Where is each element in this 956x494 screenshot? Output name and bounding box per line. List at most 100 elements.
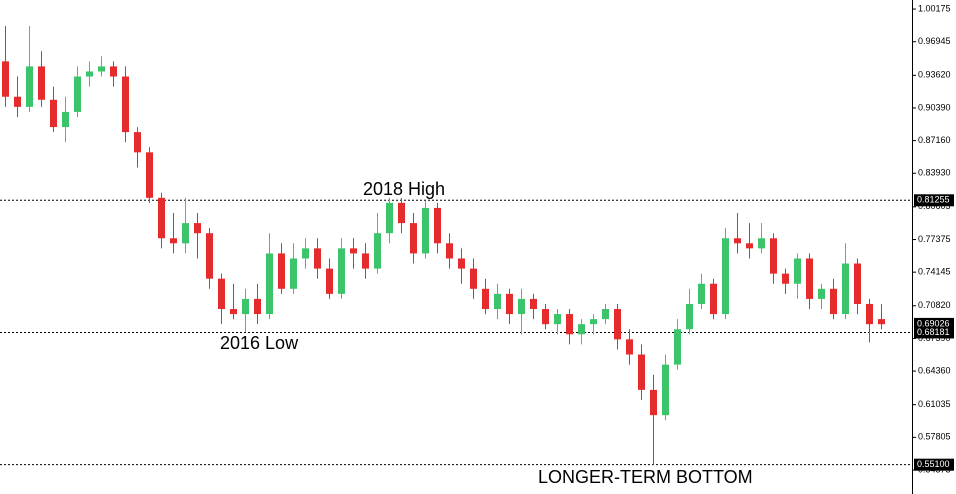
candle-body bbox=[74, 76, 81, 112]
candle-layer bbox=[2, 25, 885, 465]
candle-body bbox=[38, 66, 45, 100]
candle-body bbox=[662, 364, 669, 416]
y-tick-label: 0.83930 bbox=[918, 168, 951, 178]
candle-body bbox=[878, 319, 885, 325]
y-tick-label: 0.61035 bbox=[918, 399, 951, 409]
candle-body bbox=[482, 288, 489, 310]
candle-body bbox=[374, 233, 381, 269]
candle-body bbox=[398, 202, 405, 224]
candle-body bbox=[446, 243, 453, 259]
candle-body bbox=[350, 248, 357, 254]
y-tick-label: 0.57805 bbox=[918, 432, 951, 442]
candle-body bbox=[686, 303, 693, 330]
candle-body bbox=[386, 202, 393, 234]
annotation: 2016 Low bbox=[220, 333, 299, 353]
candle-body bbox=[194, 223, 201, 234]
candle-body bbox=[470, 268, 477, 289]
candle-body bbox=[458, 258, 465, 269]
level-layer bbox=[0, 199, 912, 466]
candle-body bbox=[422, 207, 429, 254]
axis-layer: 1.00175 0.96945 0.93620 0.90390 0.87160 0.839… bbox=[912, 3, 954, 474]
candle-body bbox=[806, 258, 813, 299]
candle-body bbox=[698, 283, 705, 304]
candle-body bbox=[158, 197, 165, 239]
candle-body bbox=[542, 309, 549, 325]
candle-body bbox=[290, 258, 297, 289]
candle-body bbox=[2, 61, 9, 97]
candle-body bbox=[506, 293, 513, 315]
candle-body bbox=[98, 66, 105, 72]
level-label: 0.68181 bbox=[917, 327, 950, 337]
candle-body bbox=[14, 96, 21, 107]
candle-body bbox=[26, 66, 33, 107]
candle-body bbox=[314, 248, 321, 269]
candle-body bbox=[362, 253, 369, 269]
candle-body bbox=[614, 309, 621, 340]
y-tick-label: 0.96945 bbox=[918, 36, 951, 46]
y-tick-label: 0.93620 bbox=[918, 70, 951, 80]
candle-body bbox=[746, 243, 753, 249]
candle-body bbox=[842, 263, 849, 315]
candle-body bbox=[602, 309, 609, 320]
candle-body bbox=[554, 314, 561, 325]
candle-body bbox=[410, 223, 417, 254]
candle-body bbox=[434, 207, 441, 244]
candle-body bbox=[590, 319, 597, 325]
candle-body bbox=[218, 278, 225, 310]
y-tick-label: 0.90390 bbox=[918, 102, 951, 112]
annotation: LONGER-TERM BOTTOM bbox=[538, 467, 753, 487]
candle-body bbox=[626, 339, 633, 355]
level-box bbox=[914, 194, 954, 207]
candle-body bbox=[50, 99, 57, 128]
candle-body bbox=[710, 283, 717, 315]
candle-body bbox=[830, 288, 837, 315]
y-tick-label: 1.00175 bbox=[918, 3, 951, 13]
candle-body bbox=[326, 268, 333, 294]
annotation: 2018 High bbox=[363, 179, 445, 199]
y-tick-label: 0.64360 bbox=[918, 365, 951, 375]
level-box bbox=[914, 458, 954, 471]
candle-body bbox=[566, 314, 573, 335]
candle-body bbox=[182, 223, 189, 244]
candle-body bbox=[854, 263, 861, 304]
candle-body bbox=[578, 324, 585, 335]
candle-body bbox=[62, 111, 69, 128]
candle-body bbox=[758, 238, 765, 249]
candle-body bbox=[266, 253, 273, 315]
y-tick-label: 0.70820 bbox=[918, 300, 951, 310]
candle-body bbox=[494, 293, 501, 310]
level-label: 0.81255 bbox=[917, 195, 950, 205]
candle-body bbox=[206, 233, 213, 279]
candle-body bbox=[302, 248, 309, 259]
candle-body bbox=[134, 132, 141, 153]
candle-body bbox=[170, 238, 177, 244]
candle-body bbox=[722, 238, 729, 315]
candle-body bbox=[86, 71, 93, 77]
candle-body bbox=[122, 76, 129, 133]
candle-body bbox=[794, 258, 801, 284]
level-box bbox=[914, 326, 954, 339]
candle-body bbox=[674, 329, 681, 365]
candle-body bbox=[734, 238, 741, 244]
candle-body bbox=[230, 309, 237, 315]
candle-body bbox=[650, 389, 657, 416]
candle-body bbox=[146, 152, 153, 198]
level-label: 0.55100 bbox=[917, 459, 950, 469]
y-tick-label: 0.87160 bbox=[918, 135, 951, 145]
candle-body bbox=[866, 303, 873, 325]
candle-body bbox=[110, 66, 117, 77]
candle-body bbox=[278, 253, 285, 289]
candle-body bbox=[638, 354, 645, 390]
candle-body bbox=[338, 248, 345, 294]
candle-body bbox=[254, 298, 261, 315]
candle-body bbox=[530, 298, 537, 310]
y-tick-label: 0.74145 bbox=[918, 267, 951, 277]
candle-body bbox=[770, 238, 777, 274]
candle-body bbox=[518, 298, 525, 315]
current-price-label: 0.69026 bbox=[917, 318, 950, 328]
candle-body bbox=[782, 273, 789, 284]
candle-body bbox=[818, 288, 825, 299]
y-tick-label: 0.77375 bbox=[918, 234, 951, 244]
candle-body bbox=[242, 298, 249, 315]
